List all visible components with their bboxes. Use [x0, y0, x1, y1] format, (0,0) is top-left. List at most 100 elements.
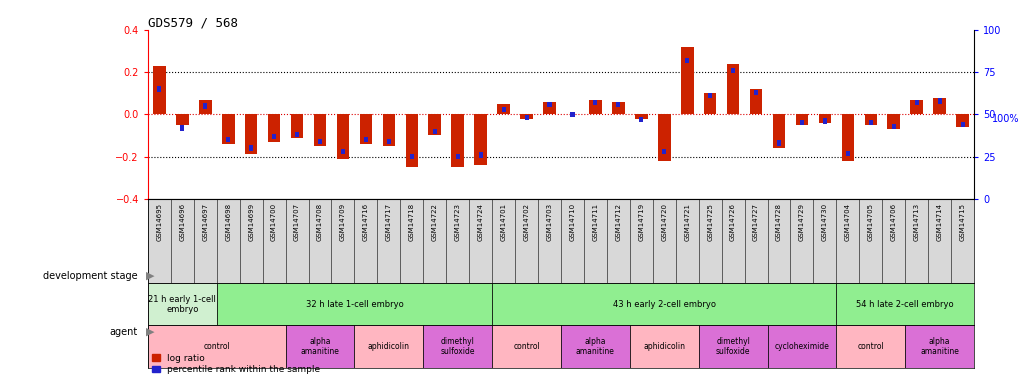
Bar	[340, 149, 344, 154]
Bar	[314, 114, 326, 146]
Text: GSM14727: GSM14727	[752, 203, 758, 241]
Bar	[615, 102, 620, 107]
Bar	[776, 140, 781, 146]
Bar	[749, 89, 761, 114]
Bar	[727, 64, 739, 114]
Text: GSM14696: GSM14696	[179, 203, 185, 241]
Bar	[360, 114, 372, 144]
Bar	[180, 125, 184, 130]
Bar	[772, 114, 785, 148]
Bar	[386, 139, 390, 144]
Y-axis label: 100%: 100%	[990, 114, 1018, 125]
Bar	[910, 100, 922, 114]
Text: GSM14720: GSM14720	[660, 203, 666, 241]
Bar	[731, 68, 735, 73]
Bar	[960, 122, 964, 127]
Bar	[410, 154, 414, 159]
Text: alpha
amanitine: alpha amanitine	[919, 337, 958, 356]
Bar	[703, 93, 715, 114]
Text: GSM14717: GSM14717	[385, 203, 391, 241]
Bar	[639, 117, 643, 122]
Text: control: control	[857, 342, 883, 351]
Bar	[199, 100, 211, 114]
Bar	[423, 326, 491, 368]
Text: GSM14728: GSM14728	[775, 203, 782, 241]
Bar	[222, 114, 234, 144]
Bar	[681, 47, 693, 114]
Bar	[491, 283, 836, 326]
Bar	[864, 114, 876, 125]
Bar	[249, 146, 253, 151]
Bar	[318, 139, 322, 144]
Text: GSM14729: GSM14729	[798, 203, 804, 241]
Bar	[491, 326, 560, 368]
Text: GSM14713: GSM14713	[913, 203, 919, 241]
Text: ▶: ▶	[146, 271, 154, 280]
Bar	[157, 86, 161, 92]
Bar	[176, 114, 189, 125]
Bar	[841, 114, 853, 161]
Bar	[245, 114, 257, 154]
Bar	[148, 326, 285, 368]
Text: GSM14723: GSM14723	[454, 203, 461, 241]
Text: GSM14719: GSM14719	[638, 203, 644, 241]
Text: GSM14699: GSM14699	[248, 203, 254, 241]
Bar	[698, 326, 766, 368]
Bar	[956, 114, 968, 127]
Bar	[818, 114, 830, 123]
Bar	[932, 98, 945, 114]
Bar	[268, 114, 280, 142]
Text: alpha
amanitine: alpha amanitine	[576, 337, 614, 356]
Text: GSM14721: GSM14721	[684, 203, 690, 241]
Bar	[589, 100, 601, 114]
Text: GSM14711: GSM14711	[592, 203, 598, 241]
Text: dimethyl
sulfoxide: dimethyl sulfoxide	[715, 337, 750, 356]
Bar	[891, 123, 895, 129]
Bar	[148, 283, 216, 326]
Text: 54 h late 2-cell embryo: 54 h late 2-cell embryo	[856, 300, 953, 309]
Bar	[836, 283, 973, 326]
Bar	[203, 103, 207, 109]
Bar	[451, 114, 464, 167]
Bar	[364, 137, 368, 142]
Bar	[216, 283, 491, 326]
Bar	[406, 114, 418, 167]
Bar	[707, 93, 711, 99]
Text: cycloheximide: cycloheximide	[773, 342, 828, 351]
Bar	[593, 100, 597, 105]
Text: GDS579 / 568: GDS579 / 568	[148, 17, 237, 30]
Bar	[635, 114, 647, 118]
Bar	[822, 118, 826, 124]
Bar	[836, 326, 905, 368]
Text: GSM14708: GSM14708	[317, 203, 323, 241]
Text: dimethyl
sulfoxide: dimethyl sulfoxide	[440, 337, 475, 356]
Bar	[766, 326, 836, 368]
Bar	[845, 150, 849, 156]
Bar	[153, 66, 165, 114]
Bar	[611, 102, 624, 114]
Text: GSM14716: GSM14716	[363, 203, 369, 241]
Text: GSM14722: GSM14722	[431, 203, 437, 241]
Bar	[795, 114, 807, 125]
Text: GSM14725: GSM14725	[706, 203, 712, 241]
Bar	[657, 114, 669, 161]
Bar	[524, 115, 528, 120]
Bar	[432, 129, 436, 134]
Bar	[543, 102, 555, 114]
Text: GSM14700: GSM14700	[271, 203, 277, 241]
Text: GSM14715: GSM14715	[959, 203, 965, 241]
Text: GSM14707: GSM14707	[293, 203, 300, 241]
Text: ▶: ▶	[146, 327, 154, 337]
Text: GSM14709: GSM14709	[339, 203, 345, 241]
Text: GSM14695: GSM14695	[156, 203, 162, 241]
Bar	[936, 98, 941, 104]
Bar	[382, 114, 394, 146]
Bar	[520, 114, 532, 118]
Text: GSM14698: GSM14698	[225, 203, 231, 241]
Text: GSM14706: GSM14706	[890, 203, 896, 241]
Bar	[272, 134, 276, 139]
Text: GSM14724: GSM14724	[477, 203, 483, 241]
Text: aphidicolin: aphidicolin	[368, 342, 410, 351]
Bar	[887, 114, 899, 129]
Legend: log ratio, percentile rank within the sample: log ratio, percentile rank within the sa…	[152, 354, 320, 374]
